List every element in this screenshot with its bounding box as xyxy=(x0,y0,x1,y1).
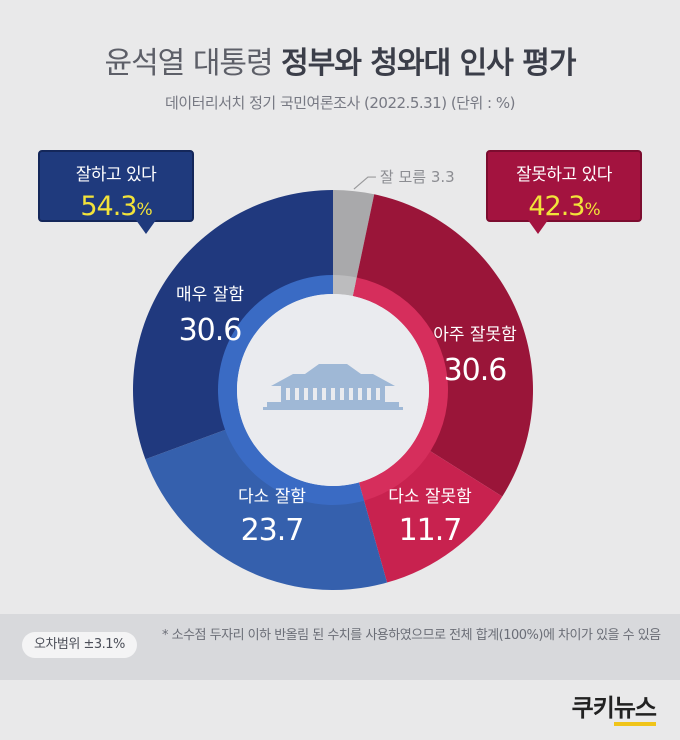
slice-label-3: 다소 잘함 xyxy=(238,487,306,507)
callout-bad-label: 잘못하고 있다 xyxy=(516,165,612,185)
inner-ring-good xyxy=(217,275,365,505)
footnote: * 소수점 두자리 이하 반올림 된 수치를 사용하였으므로 전체 합계(100… xyxy=(162,628,661,643)
chart-title: 윤석열 대통령 정부와 청와대 인사 평가 xyxy=(0,38,680,82)
donut-slice-4 xyxy=(133,190,333,460)
title-light: 윤석열 대통령 xyxy=(104,46,282,81)
slice-label-1: 아주 잘못함 xyxy=(433,325,517,345)
brand-logo: 쿠키뉴스 xyxy=(572,688,657,726)
slice-label-4: 매우 잘함 xyxy=(176,285,244,305)
title-bold: 정부와 청와대 인사 평가 xyxy=(281,46,576,81)
inner-ring-unknown xyxy=(333,275,357,297)
callout-good: 잘하고 있다 54.3% xyxy=(38,150,194,234)
callout-bad: 잘못하고 있다 42.3% xyxy=(486,150,642,234)
callout-good-value: 54.3% xyxy=(80,191,152,222)
callout-bad-value: 42.3% xyxy=(528,191,600,222)
unknown-leader-line xyxy=(353,176,376,190)
chart-subtitle: 데이터리서치 정기 국민여론조사 (2022.5.31) (단위 : %) xyxy=(165,94,515,112)
footer-panel: 오차범위 ±3.1% * 소수점 두자리 이하 반올림 된 수치를 사용하였으므… xyxy=(0,614,680,680)
inner-ring-bad xyxy=(352,277,448,501)
slice-value-2: 11.7 xyxy=(399,513,462,548)
slice-value-1: 30.6 xyxy=(444,353,507,388)
slice-label-2: 다소 잘못함 xyxy=(388,487,472,507)
donut-slice-3 xyxy=(145,428,388,590)
donut-slice-0 xyxy=(333,190,375,283)
blue-house-icon xyxy=(263,364,403,410)
donut-slice-1 xyxy=(355,194,533,497)
slice-value-3: 23.7 xyxy=(241,513,304,548)
slice-value-4: 30.6 xyxy=(179,313,242,348)
slice-label-0: 잘 모름 3.3 xyxy=(380,168,455,186)
callout-good-label: 잘하고 있다 xyxy=(75,165,157,185)
margin-of-error-badge: 오차범위 ±3.1% xyxy=(22,632,137,658)
donut-chart: 아주 잘못함 30.6 다소 잘못함 11.7 다소 잘함 23.7 매우 잘함 30.6 잘 … xyxy=(133,168,533,590)
